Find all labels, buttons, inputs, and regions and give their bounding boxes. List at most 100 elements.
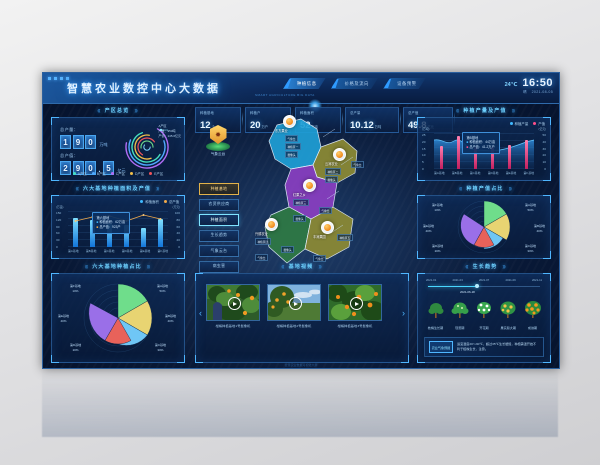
layer-button-pest[interactable]: 病虫害 [199,260,239,273]
map-chip-base-4[interactable]: 种植区四 [255,238,271,245]
tree-sapling-icon [428,303,443,318]
value-share-label-b: 第B基地 40% [533,224,545,233]
nav-tab-device-alert[interactable]: 设备预警 [383,78,426,89]
map-layer-toggles[interactable]: 种植基地 农资供应商 种植面积 生长趋势 气象云台 病虫害 [199,183,239,273]
videos-title-text: 基地视频 [288,264,314,270]
tree-flower-icon [477,302,491,318]
map-chip-camera-2[interactable]: 摄像头 [325,176,339,183]
growth-stage-5[interactable]: 成熟期 [521,299,544,330]
header-dots [48,77,69,80]
play-button-1[interactable] [227,297,241,310]
map-container[interactable]: ✸ 气象云台 种植基地 农资供应商 种植面积 生长趋势 气象云台 病虫害 [193,103,408,368]
kpi-unit: 万吨 [374,125,382,129]
map-chip-camera-1[interactable]: 摄像头 [285,151,299,158]
legend-item: 产值 [533,121,545,126]
overview-title-text: 产区总览 [104,108,130,114]
layer-button-weather[interactable]: 气象云台 [199,245,239,257]
tooltip-title: 第B基地 [466,135,479,140]
yield-chart-yticks-left: 25 20 15 10 5 0 [422,133,426,171]
play-button-3[interactable] [349,297,363,310]
orange-icon [306,182,313,189]
growth-stage-2[interactable]: 现蕾期 [448,299,471,330]
map-chip-weather-1[interactable]: 气象台 [285,135,299,142]
legend-item: E产区 [149,171,163,176]
value-share-label-e: 第E基地 40% [423,224,435,233]
weather-station-badge[interactable]: ✸ 气象云台 [202,125,234,157]
map-marker-label-1: 东方果业 [275,129,288,133]
yield-chart-yticks-right: 50 40 30 20 10 0 [542,133,546,171]
video-item-2[interactable]: 柑橘种植基地2号摄像机 [267,284,321,328]
video-thumbnail-1[interactable] [206,284,260,321]
area-chart-yticks-right: 100 80 60 40 20 0 [174,211,180,249]
plant-share-panel-title: ⟨⟨⟨ 六大基地种植占比 ⟩⟩⟩ [43,263,191,270]
kpi-label: 种植户 [250,111,261,115]
digit: 5 [103,161,114,175]
digit: 9 [72,135,84,149]
callout-line1: 产量：953吨 [158,129,176,134]
map-chip-weather-5[interactable]: 气象台 [313,255,327,262]
nav-tab-price-flow[interactable]: 价格及流向 [331,78,378,89]
map-chip-base-2[interactable]: 种植区二 [325,168,341,175]
tooltip-title: 第六基地 [96,215,110,220]
growth-timeline-slider[interactable] [428,284,540,288]
badge-base-glow [206,142,230,151]
tooltip-row: ■ 种植面积：44万亩 [466,140,496,145]
nav-tab-planting[interactable]: 种植信息 [283,78,326,89]
map-marker-1[interactable] [283,115,296,128]
value-share-rose-chart [457,200,511,254]
growth-stage-4[interactable]: 果实膨大期 [497,299,520,330]
growth-stage-3[interactable]: 开花期 [473,299,496,330]
map-marker-3[interactable] [303,179,316,192]
clock-date: 2021-08-05 [531,90,553,94]
plant-share-rose-chart [83,283,153,353]
layer-button-planting-area[interactable]: 种植面积 [199,214,239,226]
area-chart-ylabel-right: (万元) [172,205,180,209]
play-button-2[interactable] [288,297,302,310]
digit: 0 [85,161,96,175]
map-chip-weather-3[interactable]: 气象台 [319,207,333,214]
orange-icon [286,118,293,125]
yield-chart-title-text: 种植产量及产值 [463,108,507,114]
value-share-label-f: 第F基地 10% [432,203,443,212]
video-caption-1: 柑橘种植基地1号摄像机 [215,324,251,328]
value-share-label-d: 第D基地 20% [432,244,444,253]
yield-chart-xticks: 第A基地 第B基地 第C基地 第D基地 第E基地 第F基地 [434,171,534,175]
map-marker-4[interactable] [265,218,278,231]
map-chip-base-1[interactable]: 种植区一 [285,143,301,150]
tree-ripe-icon [524,301,541,318]
advisory-tag: 农业气象预报 [429,341,453,353]
video-item-1[interactable]: 柑橘种植基地1号摄像机 [206,284,260,328]
map-marker-label-5: 丰润果园 [313,235,326,239]
video-list: 柑橘种植基地1号摄像机 柑橘种植基地2号摄像机 [206,284,382,328]
video-thumbnail-3[interactable] [328,284,382,321]
map-chip-base-3[interactable]: 种植区三 [293,199,309,206]
plant-share-label-d: 第D基地 20% [70,343,82,352]
map-chip-camera-3[interactable]: 摄像头 [293,215,307,222]
video-thumbnail-2[interactable] [267,284,321,321]
value-share-panel: 第F基地 10% 第A基地 50% 第B基地 40% 第C基地 30% 第D基地… [417,195,551,259]
overview-panel-title: ⟨⟨⟨ 产区总览 ⟩⟩⟩ [43,107,191,114]
map-marker-2[interactable] [333,148,346,161]
layer-button-growth-trend[interactable]: 生长趋势 [199,229,239,242]
kpi-value: 20 [250,120,261,131]
map-chip-base-5[interactable]: 种植区五 [337,234,353,241]
timeline-handle[interactable] [475,284,480,288]
total-value-unit: 亿元 [117,168,126,173]
legend-item: 种植面积 [140,199,159,204]
legend-item: 总产值 [163,199,179,204]
growth-timeline-dates: 2021-01 2021-03 2021-07 2021-09 2021-11 [426,278,542,282]
map-chip-camera-4[interactable]: 摄像头 [281,246,295,253]
weather-label: 晴 [523,90,527,94]
map-chip-weather-2[interactable]: 气象台 [351,161,365,168]
map-marker-5[interactable] [321,221,334,234]
overview-panel: 总产量： 1 9 0 万吨 总产值： 2 9 0 . 5 亿元 [51,117,185,181]
video-caption-2: 柑橘种植基地2号摄像机 [276,324,312,328]
tooltip-row: ■ 种植面积：62万亩 [96,220,126,225]
title-wing-left: ⟨⟨⟨ [97,108,101,113]
growth-stage-1[interactable]: 枝梢生长期 [424,299,447,330]
layer-button-planting-base[interactable]: 种植基地 [199,183,239,195]
temperature-readout: 24℃ [504,82,518,88]
video-item-3[interactable]: 柑橘种植基地3号摄像机 [328,284,382,328]
layer-button-supplier[interactable]: 农资供应商 [199,198,239,211]
map-chip-weather-4[interactable]: 气象台 [255,254,269,261]
